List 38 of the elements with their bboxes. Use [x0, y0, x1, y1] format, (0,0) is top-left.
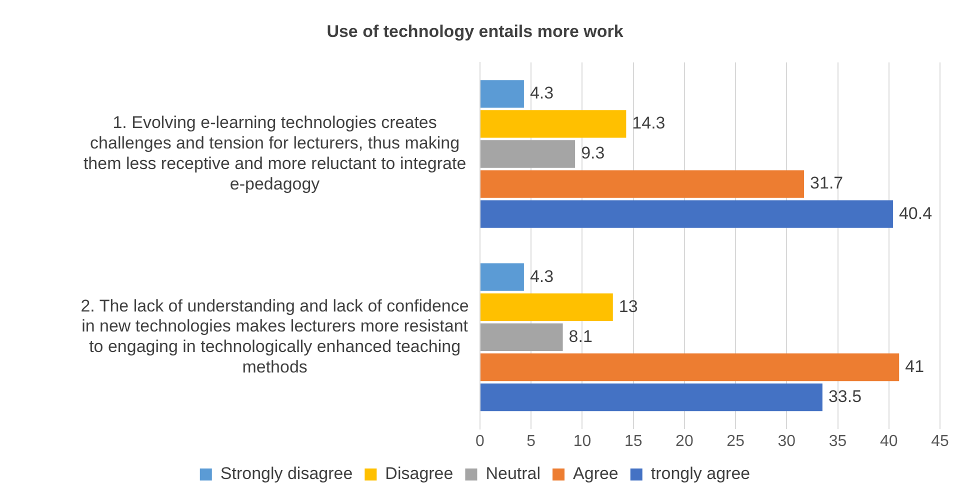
data-label: 33.5	[828, 386, 862, 406]
data-label: 8.1	[568, 326, 592, 346]
bar	[480, 263, 524, 291]
bar	[480, 383, 822, 412]
x-tick-label: 45	[931, 432, 949, 450]
x-tick-label: 15	[624, 432, 642, 450]
x-tick-label: 20	[676, 432, 694, 450]
bar	[480, 353, 900, 382]
bar	[480, 200, 893, 228]
data-label: 40.4	[898, 204, 932, 223]
chart-title: Use of technology entails more work	[326, 22, 624, 41]
data-label: 41	[905, 356, 924, 376]
data-label: 4.3	[530, 84, 554, 103]
data-label: 9.3	[581, 144, 605, 163]
bar	[480, 80, 524, 108]
legend-label: trongly agree	[650, 464, 750, 484]
legend-label: Strongly disagree	[220, 464, 353, 484]
data-label: 14.3	[632, 114, 666, 133]
x-tick-label: 5	[526, 432, 536, 450]
legend-label: Disagree	[385, 464, 454, 484]
legend-label: Agree	[573, 464, 618, 484]
y-tick-label: 1. Evolving e-learning technologies creates challenges and tension for lecturers, thus making them less receptive and more reluctant to integrate e-pedagogy	[83, 113, 466, 194]
x-tick-label: 0	[476, 432, 485, 450]
x-tick-label: 40	[880, 432, 898, 450]
x-tick-label: 25	[726, 432, 745, 450]
data-label: 4.3	[530, 266, 554, 286]
bar	[480, 140, 576, 168]
legend-label: Neutral	[486, 464, 541, 484]
data-label: 13	[618, 296, 638, 316]
bar	[480, 110, 626, 138]
data-label: 31.7	[810, 174, 844, 193]
x-tick-label: 35	[828, 432, 847, 450]
y-tick-label: 2. The lack of understanding and lack of confidence in new technologies makes lecturers more resistant to engaging in technologically enhanced teaching methods	[80, 296, 469, 376]
x-tick-label: 10	[573, 432, 592, 450]
bar	[480, 170, 804, 198]
x-tick-label: 30	[778, 432, 796, 450]
bar	[480, 323, 563, 352]
bar	[480, 293, 613, 321]
